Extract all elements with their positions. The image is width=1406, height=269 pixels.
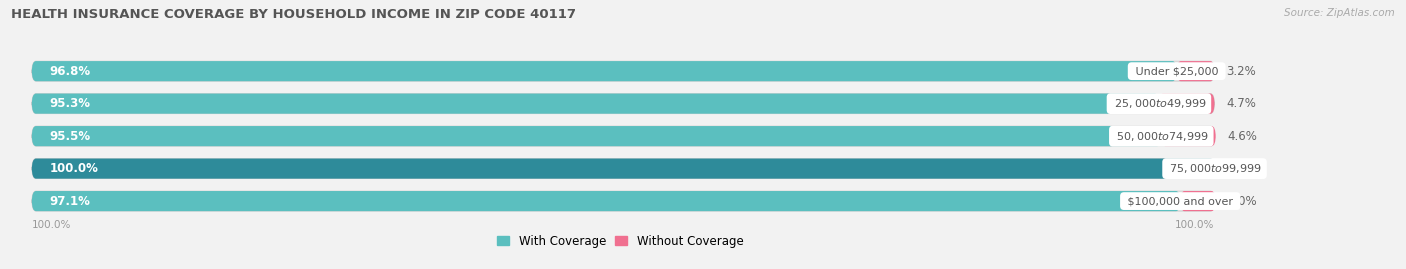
Text: $100,000 and over: $100,000 and over (1123, 196, 1236, 206)
FancyBboxPatch shape (1177, 61, 1215, 81)
FancyBboxPatch shape (32, 94, 1159, 114)
Text: Under $25,000: Under $25,000 (1132, 66, 1222, 76)
Text: 100.0%: 100.0% (49, 162, 98, 175)
Text: $50,000 to $74,999: $50,000 to $74,999 (1114, 130, 1209, 143)
FancyBboxPatch shape (32, 191, 1180, 211)
Text: 100.0%: 100.0% (32, 220, 72, 230)
FancyBboxPatch shape (32, 158, 1215, 179)
FancyBboxPatch shape (1161, 126, 1216, 146)
Text: Source: ZipAtlas.com: Source: ZipAtlas.com (1284, 8, 1395, 18)
FancyBboxPatch shape (32, 61, 1215, 81)
FancyBboxPatch shape (1180, 191, 1216, 211)
Legend: With Coverage, Without Coverage: With Coverage, Without Coverage (492, 230, 748, 253)
FancyBboxPatch shape (32, 94, 1215, 114)
Text: 3.2%: 3.2% (1226, 65, 1256, 78)
Text: 97.1%: 97.1% (49, 194, 90, 208)
FancyBboxPatch shape (32, 158, 1215, 179)
FancyBboxPatch shape (32, 126, 1215, 146)
FancyBboxPatch shape (32, 191, 1215, 211)
Text: $75,000 to $99,999: $75,000 to $99,999 (1166, 162, 1263, 175)
Text: HEALTH INSURANCE COVERAGE BY HOUSEHOLD INCOME IN ZIP CODE 40117: HEALTH INSURANCE COVERAGE BY HOUSEHOLD I… (11, 8, 576, 21)
FancyBboxPatch shape (32, 61, 1177, 81)
FancyBboxPatch shape (1159, 94, 1215, 114)
Text: 3.0%: 3.0% (1227, 194, 1257, 208)
Text: 4.7%: 4.7% (1226, 97, 1256, 110)
FancyBboxPatch shape (32, 126, 1161, 146)
Text: $25,000 to $49,999: $25,000 to $49,999 (1111, 97, 1208, 110)
Text: 4.6%: 4.6% (1227, 130, 1257, 143)
Text: 0.0%: 0.0% (1226, 162, 1256, 175)
Text: 100.0%: 100.0% (1175, 220, 1215, 230)
Text: 95.3%: 95.3% (49, 97, 90, 110)
Text: 96.8%: 96.8% (49, 65, 90, 78)
Text: 95.5%: 95.5% (49, 130, 90, 143)
